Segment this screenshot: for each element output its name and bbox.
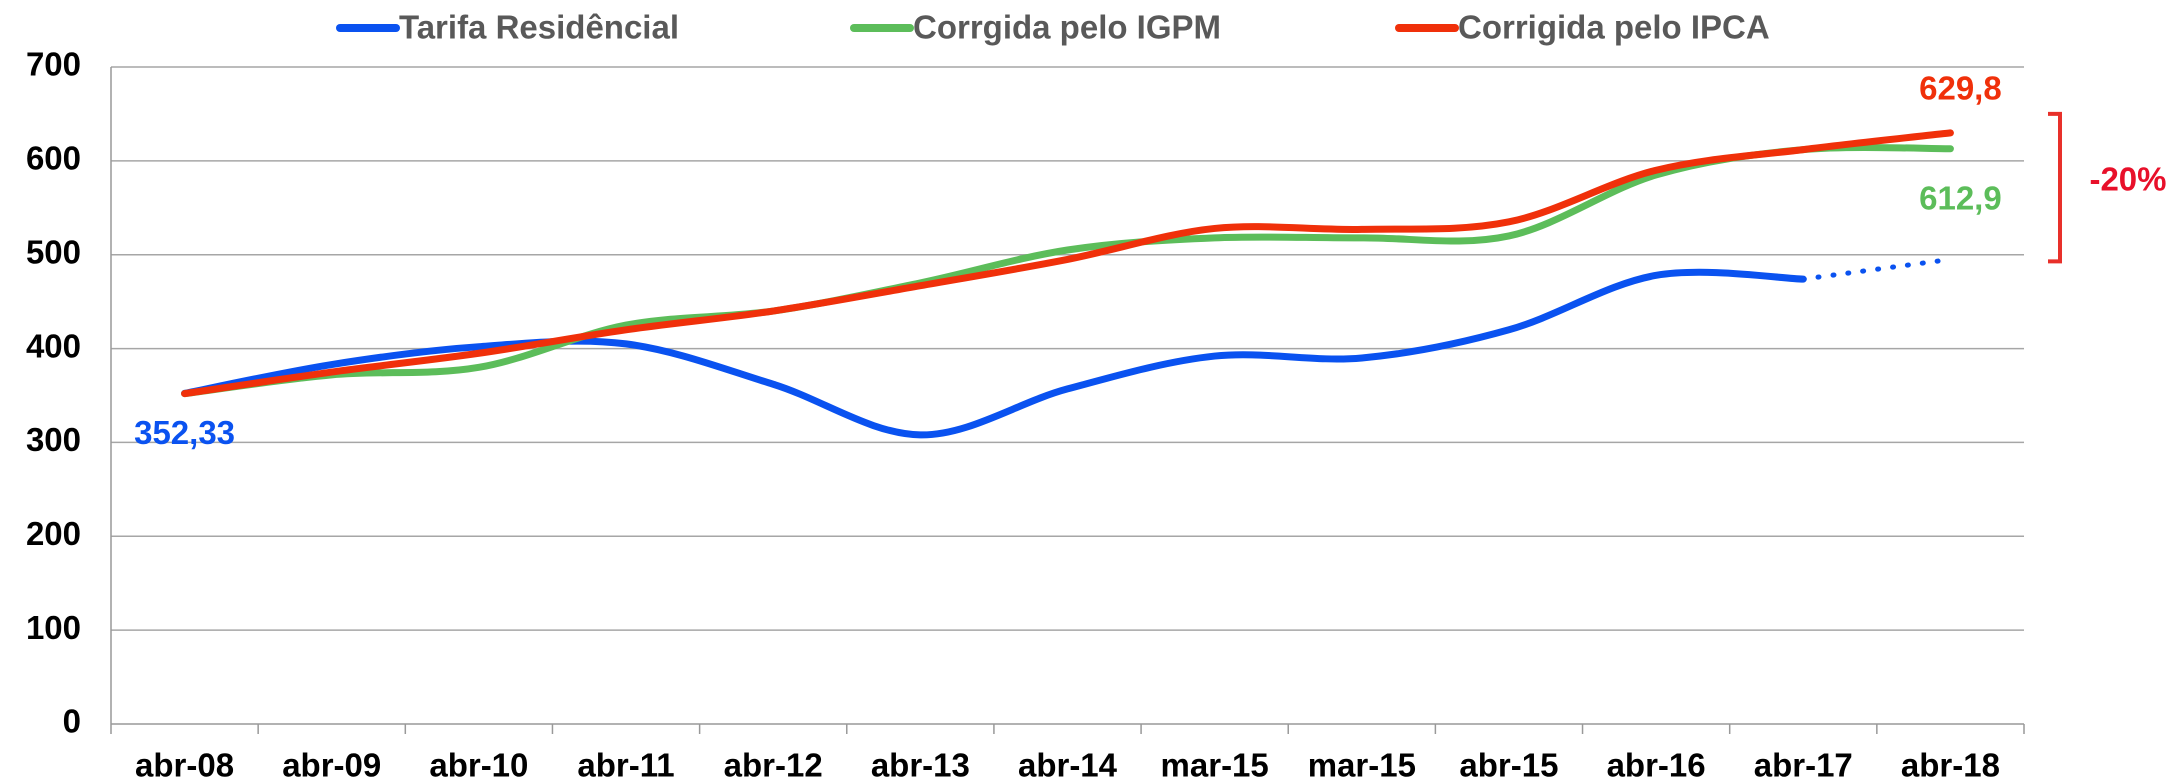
y-tick-label: 200: [26, 515, 81, 552]
y-tick-label: 700: [26, 46, 81, 83]
series-line: [181, 268, 1807, 439]
series-line: [1800, 256, 1953, 282]
legend-label: Corrgida pelo IGPM: [913, 9, 1221, 46]
y-tick-label: 500: [26, 233, 81, 270]
x-tick-label: mar-15: [1161, 747, 1269, 784]
y-tick-label: 100: [26, 609, 81, 646]
x-tick-label: abr-18: [1901, 747, 2000, 784]
annotation: -20%: [2089, 160, 2166, 197]
y-tick-label: 600: [26, 140, 81, 177]
x-tick-label: abr-12: [724, 747, 823, 784]
legend-label: Tarifa Residêncial: [399, 9, 679, 46]
x-tick-label: abr-08: [135, 747, 234, 784]
x-tick-label: abr-09: [282, 747, 381, 784]
data-label: 612,9: [1919, 179, 2002, 216]
x-tick-label: abr-10: [429, 747, 528, 784]
data-label: 352,33: [134, 414, 235, 451]
x-tick-label: abr-16: [1607, 747, 1706, 784]
series-line: [181, 143, 1954, 398]
y-tick-label: 400: [26, 327, 81, 364]
y-tick-label: 0: [63, 703, 81, 740]
x-tick-label: abr-11: [577, 747, 674, 784]
x-tick-label: mar-15: [1308, 747, 1416, 784]
series-line: [181, 129, 1954, 398]
y-tick-label: 300: [26, 421, 81, 458]
x-tick-label: abr-14: [1018, 747, 1118, 784]
x-tick-label: abr-13: [871, 747, 970, 784]
bracket: [2048, 111, 2062, 264]
x-tick-label: abr-15: [1459, 747, 1558, 784]
data-label: 629,8: [1919, 70, 2002, 107]
x-tick-label: abr-17: [1754, 747, 1853, 784]
legend-label: Corrigida pelo IPCA: [1458, 9, 1770, 46]
